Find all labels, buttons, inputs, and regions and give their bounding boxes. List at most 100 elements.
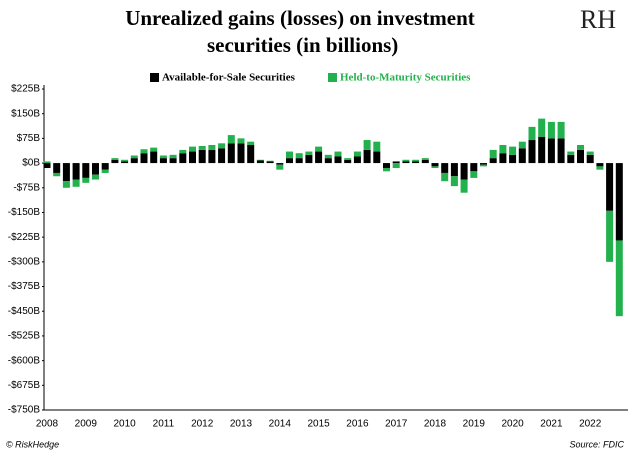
bar-segment: [43, 163, 51, 169]
bar-segment: [276, 163, 284, 165]
bar-segment: [72, 179, 80, 187]
bar-segment: [450, 163, 458, 177]
bar-segment: [295, 153, 303, 159]
bar-segment: [480, 164, 487, 167]
bar-segment: [392, 161, 400, 164]
bar-segment: [489, 149, 497, 159]
bar-segment: [43, 161, 51, 164]
bar-segment: [577, 149, 584, 164]
bar-segment: [247, 144, 255, 164]
bar-segment: [480, 163, 487, 165]
bar-segment: [315, 146, 323, 152]
bar-segment: [460, 179, 468, 193]
bar-segment: [509, 154, 517, 164]
bar-segment: [150, 151, 158, 164]
bar-segment: [557, 121, 565, 139]
bar-segment: [353, 151, 361, 157]
bar-segment: [421, 159, 429, 164]
bar-segment: [82, 177, 90, 183]
x-tick-label: 2017: [385, 419, 408, 430]
bar-segment: [518, 148, 526, 164]
y-tick-label: -$150B: [8, 207, 41, 218]
bar-segment: [227, 143, 235, 164]
source: Source: FDIC: [569, 439, 624, 449]
bar-segment: [606, 210, 614, 262]
bar-segment: [286, 151, 293, 159]
y-tick-label: $75B: [17, 133, 41, 144]
bar-segment: [150, 147, 158, 152]
bar-segment: [577, 144, 584, 150]
bar-segment: [53, 163, 61, 173]
bar-segment: [227, 135, 235, 144]
bar-segment: [547, 121, 555, 139]
bar-segment: [237, 143, 245, 164]
bar-segment: [499, 153, 507, 164]
bar-segment: [412, 159, 420, 162]
x-tick-label: 2010: [113, 419, 136, 430]
bar-segment: [101, 163, 109, 170]
legend-swatch: [328, 73, 337, 82]
y-tick-label: -$525B: [8, 331, 41, 342]
bar-segment: [421, 158, 429, 160]
bar-segment: [111, 158, 119, 160]
bar-segment: [305, 151, 313, 155]
bar-segment: [528, 140, 536, 164]
bar-segment: [72, 163, 80, 180]
bar-segment: [324, 158, 332, 164]
bar-segment: [538, 136, 546, 164]
bar-segment: [121, 161, 129, 164]
bar-segment: [470, 163, 478, 172]
bar-segment: [218, 143, 226, 149]
bar-segment: [344, 159, 352, 164]
bar-segment: [237, 138, 245, 144]
y-tick-label: -$450B: [8, 306, 41, 317]
y-tick-label: $0B: [22, 158, 40, 169]
bar-segment: [547, 138, 555, 164]
bar-segment: [334, 156, 342, 164]
bar-segment: [266, 161, 274, 164]
y-tick-label: -$225B: [8, 232, 41, 243]
bar-segment: [266, 160, 274, 162]
x-tick-label: 2018: [424, 419, 447, 430]
bar-segment: [53, 172, 61, 177]
legend-label: Available-for-Sale Securities: [162, 72, 296, 84]
bar-segment: [159, 158, 167, 164]
bar-segment: [373, 151, 381, 164]
bar-segment: [586, 151, 594, 155]
x-tick-label: 2015: [307, 419, 330, 430]
logo: RH: [580, 5, 616, 34]
y-tick-label: $150B: [11, 108, 40, 119]
y-tick-label: $225B: [11, 84, 40, 95]
bar-segment: [441, 172, 449, 182]
bar-segment: [286, 158, 293, 164]
bar-segment: [169, 154, 177, 159]
bar-segment: [557, 138, 565, 164]
credit: © RiskHedge: [6, 439, 59, 449]
bar-segment: [373, 141, 381, 152]
y-tick-label: -$300B: [8, 256, 41, 267]
bar-segment: [441, 163, 449, 173]
bar-segment: [256, 160, 264, 164]
bar-segment: [198, 145, 206, 150]
bar-segment: [509, 146, 517, 155]
bar-segment: [208, 144, 216, 150]
bar-segment: [615, 240, 623, 317]
bar-segment: [111, 159, 119, 164]
bar-segment: [489, 158, 497, 164]
x-tick-label: 2016: [346, 419, 369, 430]
bar-segment: [82, 163, 90, 178]
y-tick-label: -$75B: [13, 182, 40, 193]
bar-segment: [130, 158, 138, 164]
bar-segment: [363, 140, 371, 150]
bar-segment: [431, 163, 439, 167]
bar-segment: [431, 166, 439, 169]
bar-segment: [169, 158, 177, 164]
chart-title: Unrealized gains (losses) on investment …: [125, 6, 475, 57]
bar-segment: [402, 161, 410, 164]
bar-segment: [208, 149, 216, 164]
bar-segment: [528, 126, 536, 141]
x-tick-label: 2009: [75, 419, 98, 430]
x-tick-label: 2020: [501, 419, 524, 430]
legend-label: Held-to-Maturity Securities: [340, 72, 471, 84]
